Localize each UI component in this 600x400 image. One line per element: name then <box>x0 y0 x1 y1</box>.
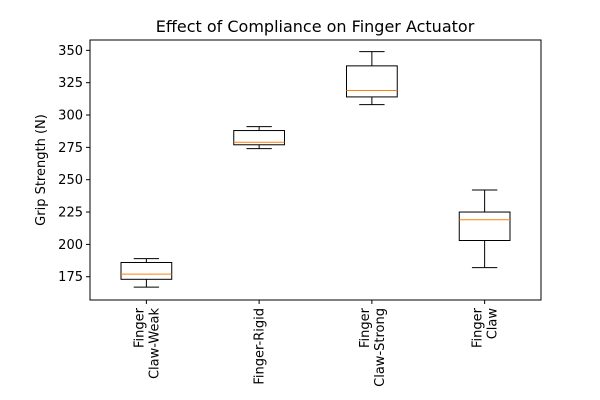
y-tick-label: 225 <box>58 206 83 221</box>
plot-frame <box>89 39 542 301</box>
y-tick-label: 350 <box>58 44 83 59</box>
x-tick-label: FingerClaw <box>471 307 501 348</box>
plot-area: 175 200 225 250 275 300 325 350 FingerClaw-Weak F… <box>58 44 511 387</box>
y-tick-label: 200 <box>58 238 83 253</box>
y-axis-label: Grip Strength (N) <box>34 114 49 226</box>
y-tick-label: 250 <box>58 173 83 188</box>
x-tick-label: FingerClaw-Weak <box>132 307 162 379</box>
box-iqr <box>346 65 398 98</box>
y-tick-label: 275 <box>58 141 83 156</box>
y-tick-label: 175 <box>58 270 83 285</box>
y-tick-label: 325 <box>58 76 83 91</box>
y-tick-label: 300 <box>58 109 83 124</box>
box-iqr <box>233 130 285 146</box>
chart-title: Effect of Compliance on Finger Actuator <box>156 17 475 36</box>
box-iqr <box>120 261 173 280</box>
x-tick-label: FingerClaw-Strong <box>358 307 388 386</box>
x-tick-label: Finger-Rigid <box>253 308 268 385</box>
box-iqr <box>458 211 511 241</box>
